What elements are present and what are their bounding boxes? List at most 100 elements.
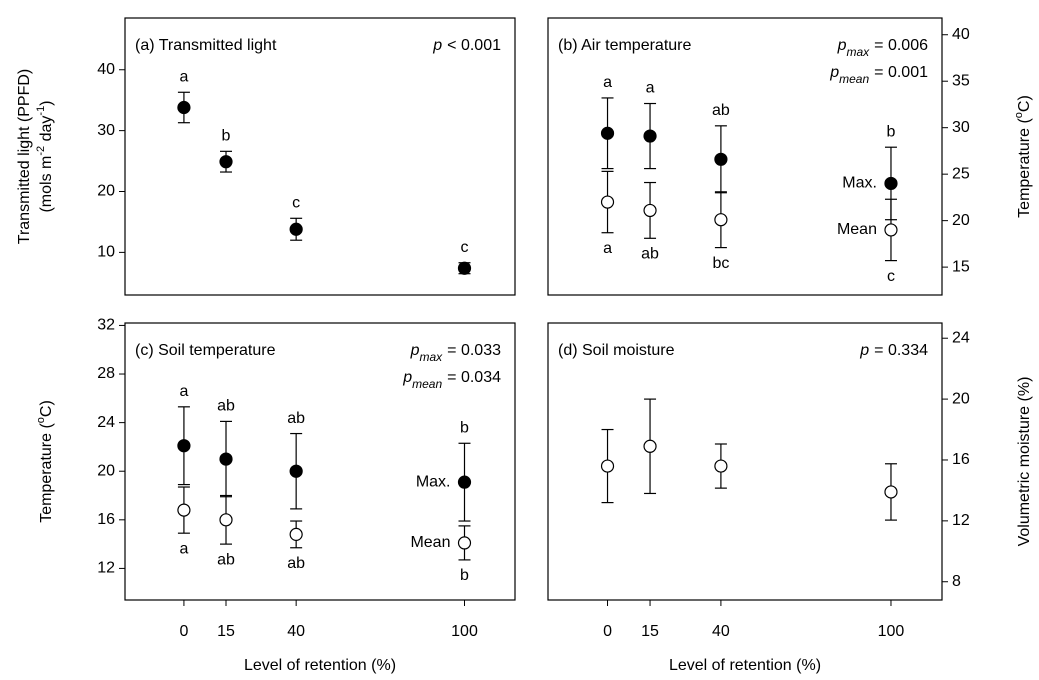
p-value: pmean = 0.034 xyxy=(402,369,501,391)
p-value: p < 0.001 xyxy=(432,37,501,54)
p-subscript: max xyxy=(420,350,444,364)
x-axis-label: Level of retention (%) xyxy=(669,657,821,674)
point xyxy=(600,126,615,140)
significance-letter: ab xyxy=(712,102,730,119)
significance-letter: ab xyxy=(217,398,235,415)
p-text: < 0.001 xyxy=(447,37,501,54)
panel-frame xyxy=(547,322,943,601)
p-value: pmax = 0.033 xyxy=(410,342,502,364)
p-subscript: mean xyxy=(412,377,442,391)
panel-title: (a) Transmitted light xyxy=(135,37,277,54)
y-axis-label-part: Volumetric moisture (%) xyxy=(1016,377,1033,547)
y-axis-label: Volumetric moisture (%) xyxy=(1016,377,1033,547)
point xyxy=(884,176,898,191)
significance-letter: bc xyxy=(712,255,729,272)
p-symbol: p xyxy=(432,37,442,54)
panel-frame xyxy=(124,322,516,601)
point xyxy=(600,459,615,473)
point xyxy=(289,222,303,236)
point xyxy=(643,439,657,453)
y-axis-label-part: day xyxy=(38,116,55,146)
y-axis-label: (mols m-2 day-1) xyxy=(35,100,55,212)
point xyxy=(884,223,898,237)
point xyxy=(884,485,898,499)
significance-letter: ab xyxy=(287,410,305,427)
p-symbol: p xyxy=(410,342,420,359)
y-tick-label: 8 xyxy=(952,573,961,590)
significance-letter: c xyxy=(887,268,895,285)
y-tick-label: 20 xyxy=(952,390,970,407)
series-label: Max. xyxy=(416,473,451,490)
significance-letter: b xyxy=(460,567,469,584)
significance-letter: c xyxy=(460,239,468,256)
p-text: = 0.334 xyxy=(874,342,928,359)
p-symbol: p xyxy=(859,342,869,359)
point xyxy=(289,527,303,541)
significance-letter: b xyxy=(222,128,231,145)
x-tick-label: 100 xyxy=(451,623,478,640)
y-axis-label: Temperature (oC) xyxy=(1013,95,1033,218)
y-tick-label: 20 xyxy=(952,212,970,229)
point xyxy=(177,100,191,115)
panel-title: (b) Air temperature xyxy=(558,37,691,54)
series-label: Max. xyxy=(842,175,877,192)
y-tick-label: 25 xyxy=(952,165,970,182)
point xyxy=(457,475,472,489)
y-tick-label: 12 xyxy=(97,560,115,577)
p-symbol: p xyxy=(829,64,839,81)
y-tick-label: 24 xyxy=(97,414,115,431)
point xyxy=(289,464,303,478)
significance-letter: a xyxy=(179,68,188,85)
x-tick-label: 40 xyxy=(712,623,730,640)
y-axis-label-part: o xyxy=(35,417,47,423)
p-text: = 0.006 xyxy=(874,37,928,54)
point xyxy=(457,536,472,550)
point xyxy=(219,155,233,169)
y-tick-label: 16 xyxy=(97,511,115,528)
significance-letter: c xyxy=(292,195,300,212)
x-tick-label: 40 xyxy=(287,623,305,640)
p-value: p = 0.334 xyxy=(859,342,928,359)
y-axis-label-part: o xyxy=(1013,112,1025,118)
significance-letter: a xyxy=(646,80,655,97)
point xyxy=(177,503,191,517)
significance-letter: a xyxy=(603,74,612,91)
point xyxy=(714,213,728,227)
p-subscript: mean xyxy=(839,72,869,86)
point xyxy=(600,195,615,209)
p-symbol: p xyxy=(402,369,412,386)
y-axis-label-part: C) xyxy=(38,400,55,417)
y-axis-label-part: (mols m xyxy=(38,156,55,213)
panel-title: (c) Soil temperature xyxy=(135,342,276,359)
x-axis-label: Level of retention (%) xyxy=(244,657,396,674)
p-symbol: p xyxy=(837,37,847,54)
p-value: pmax = 0.006 xyxy=(837,37,929,59)
y-tick-label: 40 xyxy=(952,26,970,43)
y-axis-label-part: ) xyxy=(38,100,55,105)
series-label: Mean xyxy=(410,534,450,551)
y-axis-label-part: -2 xyxy=(35,146,47,156)
y-axis-label: Temperature (oC) xyxy=(35,400,55,523)
p-text: = 0.001 xyxy=(874,64,928,81)
y-axis-label: Transmitted light (PPFD) xyxy=(16,69,33,244)
y-tick-label: 35 xyxy=(952,72,970,89)
y-axis-label-part: Temperature ( xyxy=(1016,118,1033,218)
y-tick-label: 12 xyxy=(952,512,970,529)
significance-letter: ab xyxy=(641,246,659,263)
point xyxy=(714,459,728,473)
panel-title: (d) Soil moisture xyxy=(558,342,675,359)
point xyxy=(219,452,233,466)
significance-letter: a xyxy=(179,540,188,557)
significance-letter: b xyxy=(460,419,469,436)
point xyxy=(714,152,728,166)
point xyxy=(643,203,657,218)
y-tick-label: 20 xyxy=(97,462,115,479)
x-tick-label: 100 xyxy=(878,623,905,640)
y-tick-label: 15 xyxy=(952,258,970,275)
p-text: = 0.034 xyxy=(447,369,501,386)
y-tick-label: 30 xyxy=(97,122,115,139)
y-tick-label: 30 xyxy=(952,119,970,136)
x-tick-label: 0 xyxy=(179,623,188,640)
y-tick-label: 20 xyxy=(97,183,115,200)
y-axis-label-part: -1 xyxy=(35,106,47,116)
